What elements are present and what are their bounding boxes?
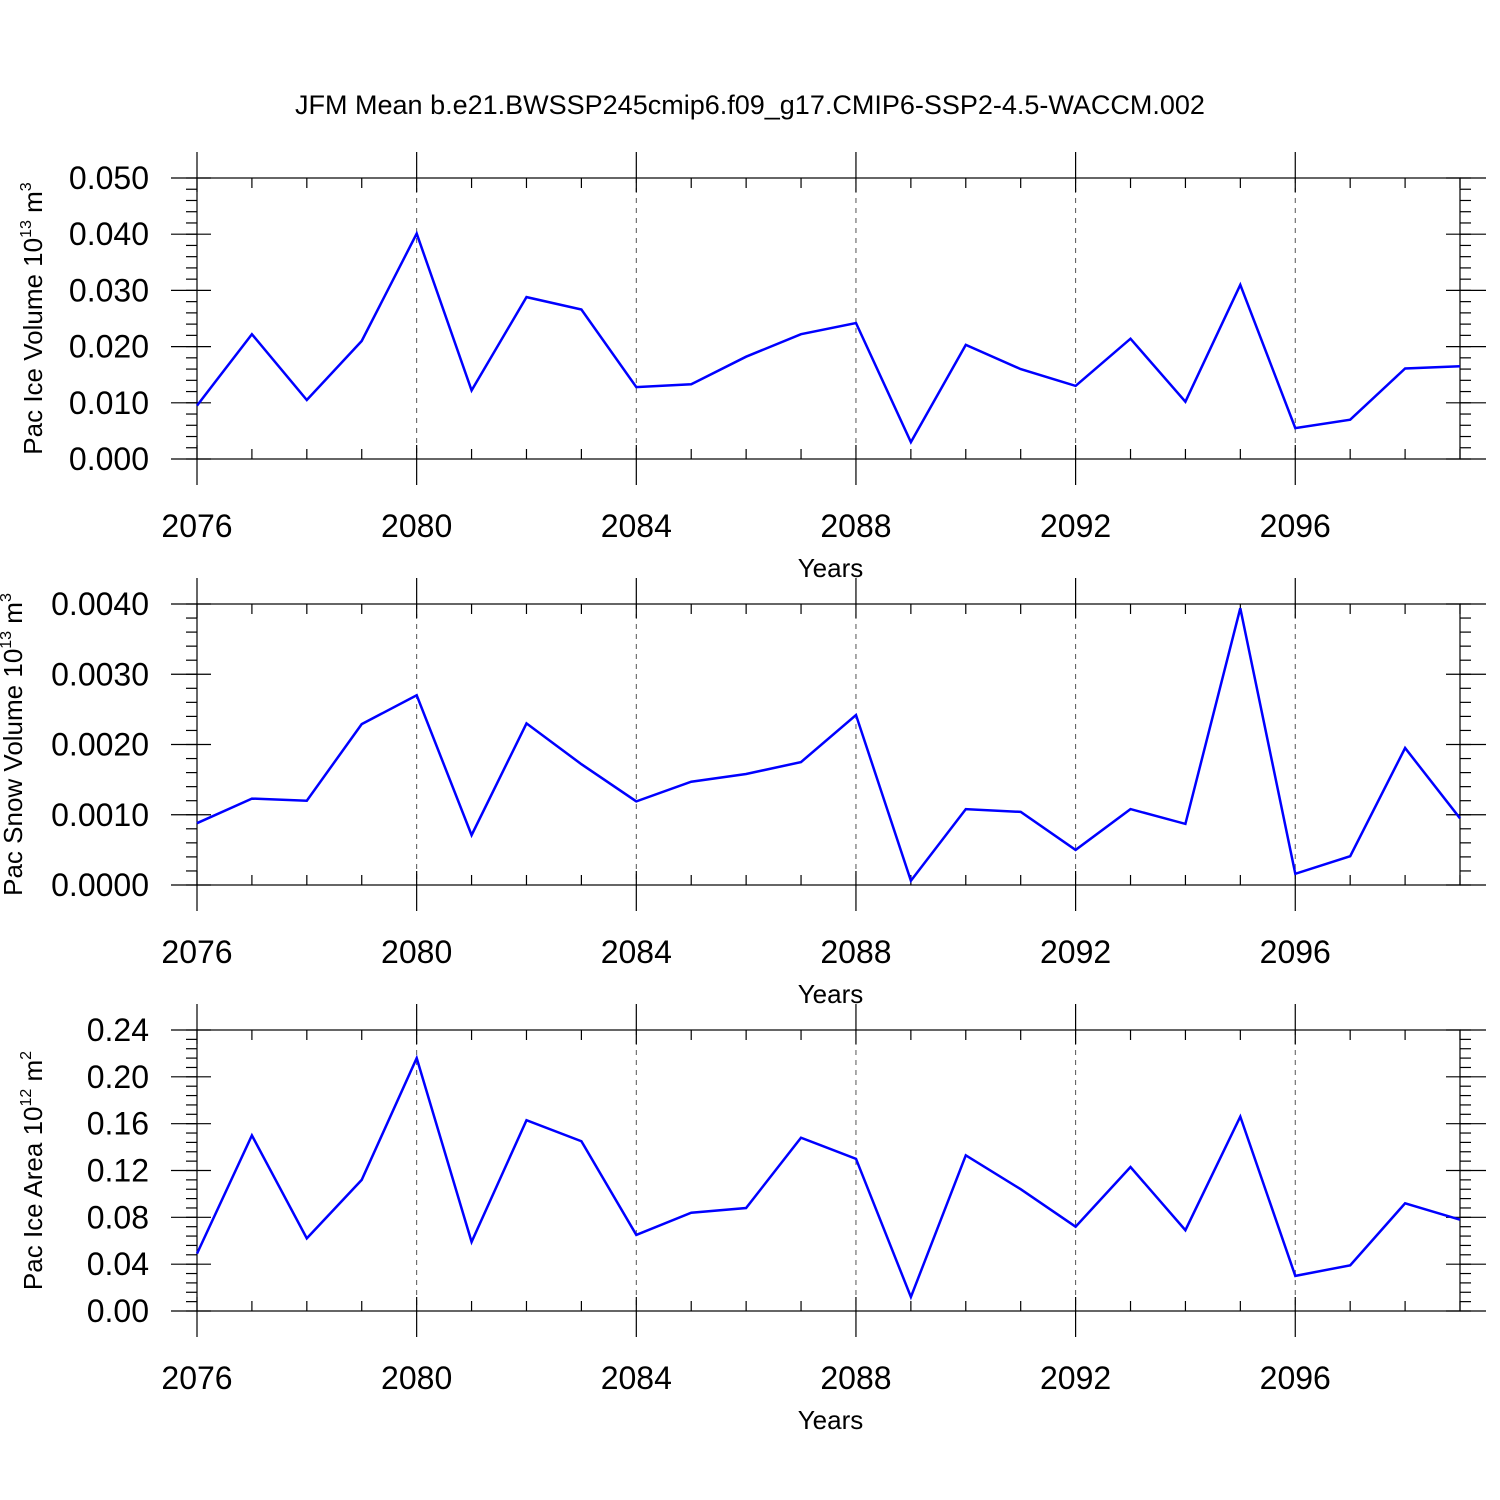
series-line-pac-ice-area xyxy=(195,1054,1461,1301)
x-tick-label: 2084 xyxy=(601,1360,672,1396)
x-tick-label: 2080 xyxy=(381,934,452,970)
x-axis-title: Years xyxy=(798,979,864,1009)
plot-frame xyxy=(196,177,1461,460)
y-tick-label: 0.20 xyxy=(87,1059,149,1095)
y-tick-label: 0.030 xyxy=(69,272,149,308)
chart-panel-pac-snow-volume: 2076 2080 2084 2088 2092 2096 0.0000 0.0010 0.00… xyxy=(0,578,1486,1009)
x-axis-title: Years xyxy=(798,1405,864,1435)
y-tick-label: 0.000 xyxy=(69,441,149,477)
y-tick-label: 0.050 xyxy=(69,160,149,196)
x-tick-label: 2092 xyxy=(1040,934,1111,970)
x-tick-label: 2084 xyxy=(601,508,672,544)
y-tick-label: 0.04 xyxy=(87,1246,149,1282)
x-tick-label: 2080 xyxy=(381,508,452,544)
x-tick-label: 2092 xyxy=(1040,508,1111,544)
y-tick-label: 0.08 xyxy=(87,1199,149,1235)
chart-panel-pac-ice-area: 2076 2080 2084 2088 2092 2096 0.00 0.04 0.08 0.12… xyxy=(18,1004,1486,1435)
y-tick-label: 0.0020 xyxy=(51,727,149,763)
y-tick-label: 0.16 xyxy=(87,1106,149,1142)
y-tick-label: 0.12 xyxy=(87,1153,149,1189)
x-tick-label: 2088 xyxy=(820,508,891,544)
x-tick-label: 2080 xyxy=(381,1360,452,1396)
y-tick-label: 0.040 xyxy=(69,216,149,252)
y-tick-label: 0.0010 xyxy=(51,797,149,833)
y-axis-title: Pac Ice Volume 1013 m3 xyxy=(18,182,48,455)
panels: 2076 2080 2084 2088 2092 2096 0.000 0.010 0.020 0… xyxy=(0,152,1486,1435)
y-tick-label: 0.0030 xyxy=(51,656,149,692)
x-tick-label: 2088 xyxy=(820,1360,891,1396)
figure-title: JFM Mean b.e21.BWSSP245cmip6.f09_g17.CMI… xyxy=(295,90,1205,120)
plot-frame xyxy=(196,1029,1461,1312)
x-tick-label: 2096 xyxy=(1260,1360,1331,1396)
x-tick-label: 2092 xyxy=(1040,1360,1111,1396)
y-tick-label: 0.00 xyxy=(87,1293,149,1329)
y-tick-label: 0.020 xyxy=(69,329,149,365)
x-tick-label: 2096 xyxy=(1260,934,1331,970)
y-tick-label: 0.0000 xyxy=(51,867,149,903)
x-tick-label: 2076 xyxy=(161,934,232,970)
plot-frame xyxy=(196,603,1461,886)
x-tick-label: 2076 xyxy=(161,508,232,544)
series-line-pac-ice-volume xyxy=(196,230,1461,445)
y-tick-label: 0.0040 xyxy=(51,586,149,622)
x-tick-label: 2088 xyxy=(820,934,891,970)
x-tick-label: 2084 xyxy=(601,934,672,970)
x-axis-title: Years xyxy=(798,553,864,583)
chart-panel-pac-ice-volume: 2076 2080 2084 2088 2092 2096 0.000 0.010 0.020 0… xyxy=(18,152,1486,583)
x-tick-label: 2076 xyxy=(161,1360,232,1396)
y-tick-label: 0.010 xyxy=(69,385,149,421)
y-axis-title: Pac Ice Area 1012 m2 xyxy=(18,1051,48,1290)
y-axis-title: Pac Snow Volume 1013 m3 xyxy=(0,593,28,896)
series-line-pac-snow-volume xyxy=(196,607,1461,884)
x-tick-label: 2096 xyxy=(1260,508,1331,544)
y-tick-label: 0.24 xyxy=(87,1012,149,1048)
